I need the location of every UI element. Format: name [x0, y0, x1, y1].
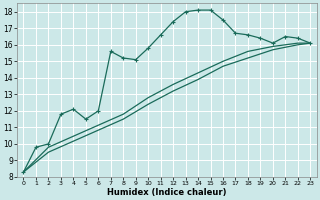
X-axis label: Humidex (Indice chaleur): Humidex (Indice chaleur) — [107, 188, 227, 197]
